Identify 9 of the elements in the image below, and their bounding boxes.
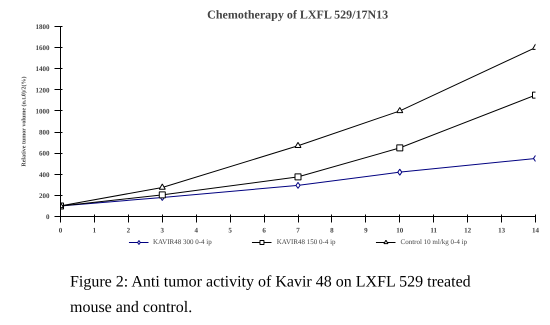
point [294,173,302,180]
point [397,168,402,176]
point [158,191,166,198]
chart-title: Chemotherapy of LXFL 529/17N13 [207,8,388,22]
point [396,144,404,152]
caption: Figure 2: Anti tumor activity of Kavir 48 on LXFL 529 treated mouse and control. [70,273,471,316]
point [294,142,302,148]
point [158,184,166,190]
point [396,106,404,114]
